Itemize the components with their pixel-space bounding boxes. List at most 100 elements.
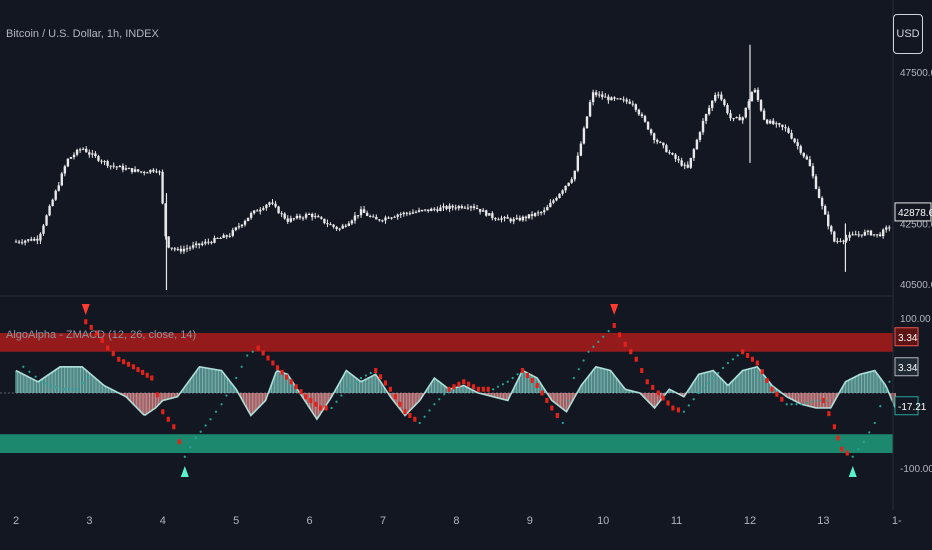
- signal-dot: [111, 351, 115, 357]
- histogram-bar: [140, 393, 142, 412]
- histogram-bar: [504, 393, 506, 400]
- histogram-bar: [326, 393, 328, 404]
- histogram-bar: [144, 393, 146, 415]
- histogram-bar: [146, 393, 148, 414]
- candle-body: [695, 139, 699, 150]
- candle-body: [790, 132, 793, 139]
- candle-body: [280, 213, 283, 215]
- candle-body: [112, 165, 115, 167]
- signal-dot: [592, 345, 595, 348]
- histogram-bar: [66, 366, 68, 393]
- candle-body: [680, 160, 683, 166]
- histogram-bar: [586, 378, 588, 393]
- histogram-bar: [863, 373, 866, 393]
- histogram-bar: [809, 393, 811, 407]
- candle-body: [710, 100, 714, 108]
- histogram-bar: [595, 366, 597, 393]
- candle-body: [466, 207, 470, 209]
- candle-body: [298, 215, 302, 218]
- histogram-bar: [623, 387, 625, 393]
- signal-dot: [760, 369, 764, 375]
- histogram-bar: [699, 373, 701, 393]
- candle-body: [185, 248, 189, 250]
- histogram-bar: [451, 388, 453, 393]
- histogram-bar: [135, 393, 137, 408]
- signal-dot: [884, 388, 887, 391]
- histogram-bar: [284, 373, 286, 393]
- signal-dot: [199, 430, 202, 433]
- signal-dot: [324, 405, 328, 411]
- signal-dot: [645, 379, 649, 385]
- histogram-bar: [197, 368, 199, 393]
- histogram-bar: [247, 393, 249, 411]
- histogram-bar: [216, 369, 218, 393]
- signal-dot: [726, 361, 730, 365]
- signal-dot: [707, 381, 710, 385]
- candle-body: [555, 197, 558, 201]
- signal-dot: [418, 421, 421, 425]
- candle-body: [109, 165, 112, 167]
- signal-dot: [183, 455, 186, 458]
- histogram-bar: [71, 366, 73, 393]
- candle-body: [512, 219, 515, 222]
- histogram-bar: [643, 393, 645, 398]
- histogram-bar: [320, 393, 322, 413]
- signal-dot: [873, 421, 876, 425]
- histogram-bar: [799, 393, 801, 404]
- candle-body: [781, 124, 784, 128]
- axis-layer: 47500.00 42500.00 40500.00 42878.69 100.00 -1…: [0, 0, 932, 527]
- histogram-bar: [354, 377, 356, 393]
- candle-body: [323, 218, 326, 224]
- histogram-bar: [250, 393, 252, 416]
- signal-dot: [819, 399, 823, 402]
- candle-body: [823, 206, 827, 215]
- histogram-bar: [827, 393, 829, 408]
- signal-dot: [438, 398, 441, 401]
- candle-body: [854, 234, 857, 236]
- candle-body: [307, 214, 311, 216]
- signal-dot: [780, 396, 784, 402]
- candle-body: [701, 120, 705, 133]
- candle-body: [231, 230, 234, 236]
- histogram-bar: [272, 380, 274, 393]
- histogram-bar: [502, 393, 504, 400]
- candle-body: [549, 202, 552, 208]
- candle-body: [139, 171, 143, 173]
- candle-body: [481, 210, 485, 212]
- histogram-bar: [363, 380, 365, 393]
- signal-dot: [540, 390, 544, 396]
- signal-dot: [40, 380, 43, 383]
- candle-body: [469, 206, 473, 208]
- candle-body: [811, 166, 815, 177]
- signal-dot: [567, 399, 570, 402]
- histogram-bar: [317, 393, 320, 417]
- histogram-bar: [730, 382, 732, 393]
- histogram-bar: [319, 393, 321, 415]
- candle-body: [747, 101, 751, 108]
- histogram-bar: [104, 386, 107, 393]
- histogram-bar: [360, 381, 362, 393]
- currency-button[interactable]: USD: [893, 14, 923, 54]
- histogram-bar: [533, 376, 535, 393]
- histogram-bar: [670, 390, 672, 393]
- candle-body: [265, 204, 268, 209]
- histogram-bar: [784, 393, 786, 396]
- signal-dot: [785, 403, 788, 406]
- signal-dot: [34, 375, 37, 378]
- candle-body: [570, 179, 573, 183]
- histogram-bar: [187, 382, 189, 393]
- histogram-bar: [91, 375, 93, 393]
- histogram-bar: [573, 393, 575, 399]
- histogram-bar: [336, 386, 339, 393]
- histogram-bar: [370, 376, 372, 393]
- histogram-bar: [226, 378, 228, 393]
- candle-body: [161, 171, 164, 204]
- candle-body: [88, 152, 91, 155]
- candle-body: [524, 216, 528, 219]
- candle-body: [671, 153, 674, 155]
- signal-dot: [54, 386, 57, 389]
- candle-body: [759, 100, 763, 111]
- histogram-bar: [608, 370, 610, 393]
- histogram-bar: [859, 374, 861, 393]
